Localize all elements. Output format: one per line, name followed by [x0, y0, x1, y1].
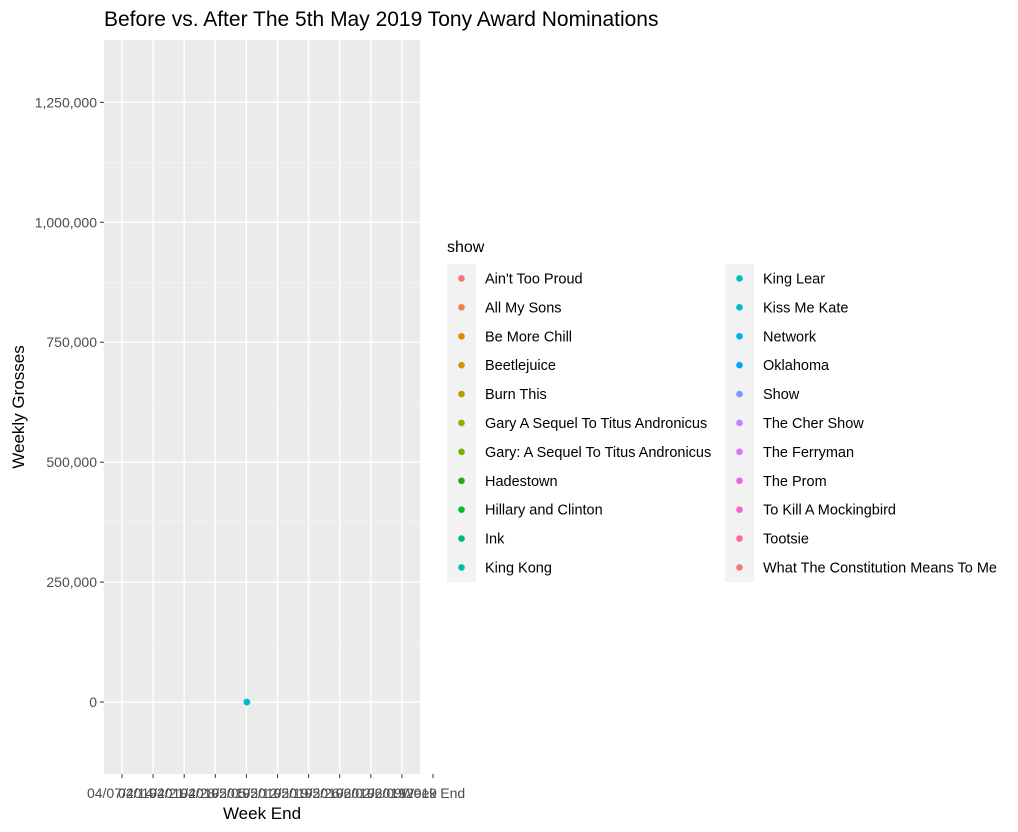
legend-key	[458, 477, 465, 485]
x-axis-title: Week End	[223, 804, 301, 823]
legend-key	[458, 419, 465, 427]
legend-key	[458, 535, 465, 542]
legend-label: Gary: A Sequel To Titus Andronicus	[485, 445, 711, 461]
legend-title: show	[447, 239, 485, 256]
x-axis-ticks: 04/07/201904/14/201904/21/201904/28/2019…	[87, 774, 465, 801]
legend-label: Ink	[485, 532, 505, 548]
legend-key	[458, 332, 465, 340]
legend-key	[736, 448, 743, 456]
x-tick-label: 04/28/2019	[180, 785, 250, 801]
y-tick-label: 0	[89, 694, 97, 710]
legend-label: King Kong	[485, 560, 552, 576]
data-point	[243, 698, 251, 706]
legend-label: Network	[763, 329, 817, 345]
legend-label: Gary A Sequel To Titus Andronicus	[485, 416, 707, 432]
legend-key	[736, 361, 743, 369]
y-tick-label: 250,000	[46, 574, 97, 590]
y-axis-ticks: 0 250,000 500,000 750,000 1,000,000 1,250,000	[35, 94, 104, 710]
legend-key	[736, 535, 743, 542]
grid-major	[104, 40, 434, 774]
legend-label: Beetlejuice	[485, 358, 556, 374]
legend-label: The Prom	[763, 474, 827, 490]
legend-label: Ain't Too Proud	[485, 271, 583, 287]
x-tick-label: Week End	[401, 785, 465, 801]
legend-label: King Lear	[763, 271, 825, 287]
legend-label: Hadestown	[485, 474, 558, 490]
legend-label: The Ferryman	[763, 445, 854, 461]
y-tick-label: 1,250,000	[35, 94, 97, 110]
plot-panel	[104, 40, 420, 774]
grid-minor	[104, 161, 420, 643]
legend-label: Be More Chill	[485, 329, 572, 345]
x-tick-label: 04/21/2019	[149, 785, 219, 801]
legend-key	[458, 390, 465, 398]
legend-key	[458, 275, 465, 282]
chart-title: Before vs. After The 5th May 2019 Tony A…	[104, 8, 658, 31]
legend-label: Show	[763, 387, 800, 403]
legend-key	[736, 564, 743, 571]
legend: show Ain't Too Proud All My Sons Be More C…	[447, 239, 997, 582]
legend-key	[736, 304, 743, 311]
legend-key	[736, 477, 743, 485]
legend-key	[458, 506, 465, 513]
x-tick-label: 06/09/2019	[367, 785, 437, 801]
legend-key	[458, 361, 465, 369]
x-tick-label: 05/26/2019	[305, 785, 375, 801]
legend-key	[458, 304, 465, 311]
legend-label: The Cher Show	[763, 416, 864, 432]
x-tick-label: 05/19/2019	[274, 785, 344, 801]
legend-label: What The Constitution Means To Me	[763, 560, 997, 576]
legend-label: All My Sons	[485, 300, 562, 316]
y-tick-label: 1,000,000	[35, 214, 97, 230]
legend-label: Hillary and Clinton	[485, 503, 603, 519]
legend-key	[736, 332, 743, 340]
data-points	[243, 698, 251, 706]
legend-key	[458, 564, 465, 571]
legend-label: Tootsie	[763, 532, 809, 548]
y-tick-label: 500,000	[46, 454, 97, 470]
legend-label: To Kill A Mockingbird	[763, 503, 896, 519]
legend-key	[736, 390, 743, 398]
x-tick-label: 04/07/2019	[87, 785, 157, 801]
y-axis-title: Weekly Grosses	[9, 345, 28, 468]
x-tick-label: 05/05/2019	[211, 785, 281, 801]
legend-key	[736, 275, 743, 282]
x-tick-label: 06/02/2019	[336, 785, 406, 801]
legend-key	[736, 506, 743, 513]
legend-label: Burn This	[485, 387, 547, 403]
x-tick-label: 04/14/2019	[118, 785, 188, 801]
x-tick-label: 05/12/2019	[242, 785, 312, 801]
legend-key	[458, 448, 465, 456]
y-tick-label: 750,000	[46, 334, 97, 350]
legend-label: Oklahoma	[763, 358, 830, 374]
legend-key	[736, 419, 743, 427]
legend-label: Kiss Me Kate	[763, 300, 848, 316]
